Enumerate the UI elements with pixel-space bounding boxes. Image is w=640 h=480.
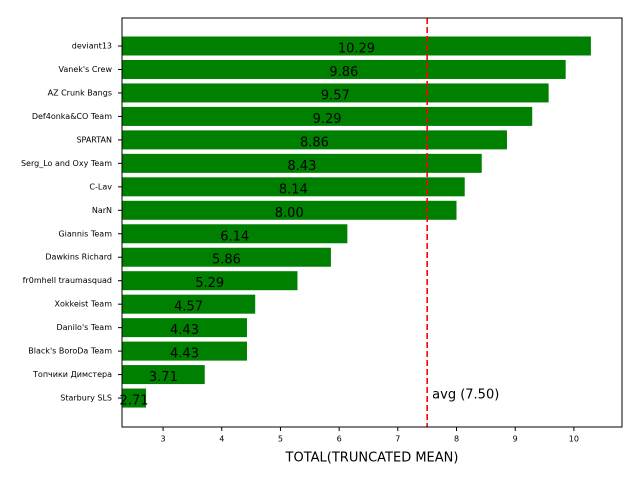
bar xyxy=(122,200,457,220)
value-label: 5.29 xyxy=(195,276,224,291)
y-tick-label: SPARTAN xyxy=(76,135,112,144)
value-label: 9.57 xyxy=(321,88,350,103)
bar xyxy=(122,59,566,79)
y-tick-label: Starbury SLS xyxy=(60,394,112,403)
bar xyxy=(122,36,591,56)
bar xyxy=(122,341,247,361)
x-tick-label: 6 xyxy=(337,435,342,444)
x-tick-label: 4 xyxy=(219,435,224,444)
value-label: 9.86 xyxy=(329,65,358,80)
value-label: 2.71 xyxy=(120,394,149,409)
value-label: 4.43 xyxy=(170,347,199,362)
value-label: 4.57 xyxy=(174,300,203,315)
bar xyxy=(122,130,507,150)
x-tick-label: 3 xyxy=(161,435,166,444)
value-label: 6.14 xyxy=(220,229,249,244)
bar xyxy=(122,224,348,244)
y-tick-label: Black's BoroDa Team xyxy=(28,347,112,356)
x-axis-title: TOTAL(TRUNCATED MEAN) xyxy=(285,451,459,466)
bar xyxy=(122,271,298,291)
value-label: 10.29 xyxy=(338,42,375,57)
x-tick-label: 10 xyxy=(569,435,579,444)
y-tick-label: fr0mhell traumasquad xyxy=(23,276,112,285)
y-tick-label: Serg_Lo and Oxy Team xyxy=(21,159,112,168)
value-label: 8.43 xyxy=(287,159,316,174)
y-tick-label: Danilo's Team xyxy=(56,323,112,332)
bar xyxy=(122,106,533,126)
y-tick-label: Vanek's Crew xyxy=(59,65,113,74)
bar xyxy=(122,294,256,314)
plot-frame xyxy=(121,17,623,428)
value-label: 9.29 xyxy=(313,112,342,127)
y-tick-label: AZ Crunk Bangs xyxy=(48,88,112,97)
x-tick-label: 7 xyxy=(395,435,400,444)
y-tick-label: Dawkins Richard xyxy=(45,253,112,262)
y-tick-label: Топчики Димстера xyxy=(32,370,112,379)
value-label: 8.14 xyxy=(279,182,308,197)
avg-label: avg (7.50) xyxy=(432,388,499,403)
bar xyxy=(122,388,147,408)
x-tick-label: 8 xyxy=(454,435,459,444)
y-tick-label: C-Lav xyxy=(89,182,112,191)
x-tick-label: 9 xyxy=(513,435,518,444)
bar xyxy=(122,83,549,103)
bar xyxy=(122,318,247,338)
y-tick-label: Giannis Team xyxy=(58,229,112,238)
bar xyxy=(122,247,331,267)
value-label: 3.71 xyxy=(149,370,178,385)
value-label: 8.00 xyxy=(275,206,304,221)
y-tick-label: deviant13 xyxy=(72,42,112,51)
bar xyxy=(122,365,205,385)
bar xyxy=(122,177,465,197)
x-tick-label: 5 xyxy=(278,435,283,444)
value-label: 4.43 xyxy=(170,323,199,338)
value-label: 5.86 xyxy=(212,253,241,268)
y-tick-label: Def4onka&CO Team xyxy=(32,112,112,121)
value-label: 8.86 xyxy=(300,135,329,150)
y-tick-label: Xokkeist Team xyxy=(55,300,113,309)
y-tick-label: NarN xyxy=(92,206,112,215)
bar xyxy=(122,153,482,173)
